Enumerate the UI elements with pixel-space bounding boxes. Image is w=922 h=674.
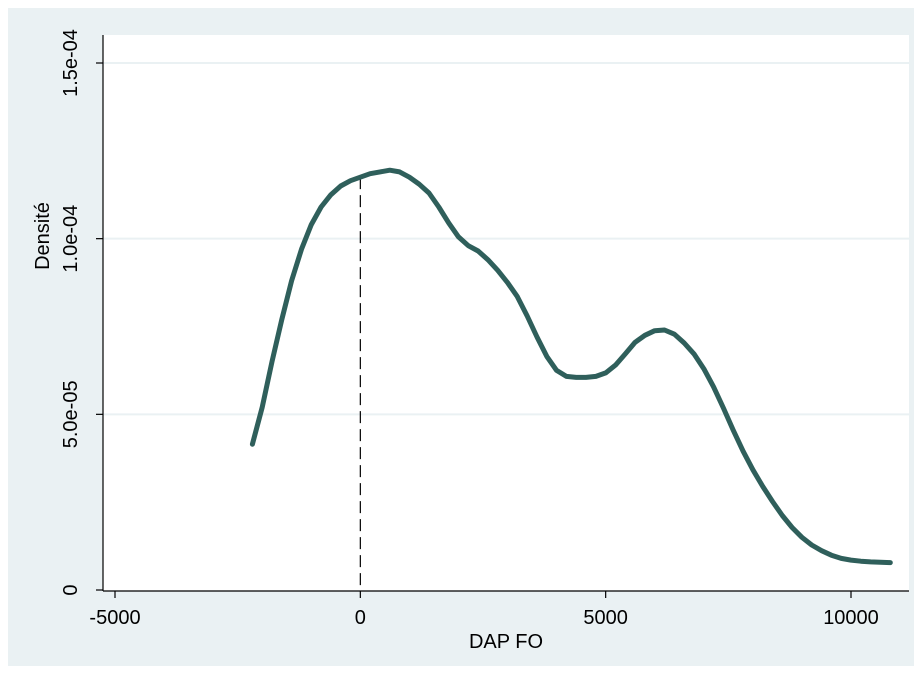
x-tick-label-2: 5000 xyxy=(583,607,628,629)
axis-labels-group: 0 5.0e-05 1.0e-04 1.5e-04 -5000 0 5000 10000 xyxy=(60,29,879,629)
y-axis-label: Densité xyxy=(32,202,54,270)
density-curve xyxy=(249,167,893,566)
x-tick-label-1: 0 xyxy=(355,607,366,629)
x-axis-label: DAP FO xyxy=(469,631,543,653)
y-tick-label-0: 0 xyxy=(60,584,82,595)
series-group xyxy=(249,167,893,566)
y-tick-label-2: 1.0e-04 xyxy=(60,205,82,273)
x-tick-label-0: -5000 xyxy=(89,607,140,629)
x-tick-label-3: 10000 xyxy=(823,607,879,629)
gridlines xyxy=(103,62,909,416)
plot-area xyxy=(103,35,909,591)
axes xyxy=(96,35,909,598)
y-tick-label-1: 5.0e-05 xyxy=(60,380,82,448)
y-tick-label-3: 1.5e-04 xyxy=(60,29,82,97)
